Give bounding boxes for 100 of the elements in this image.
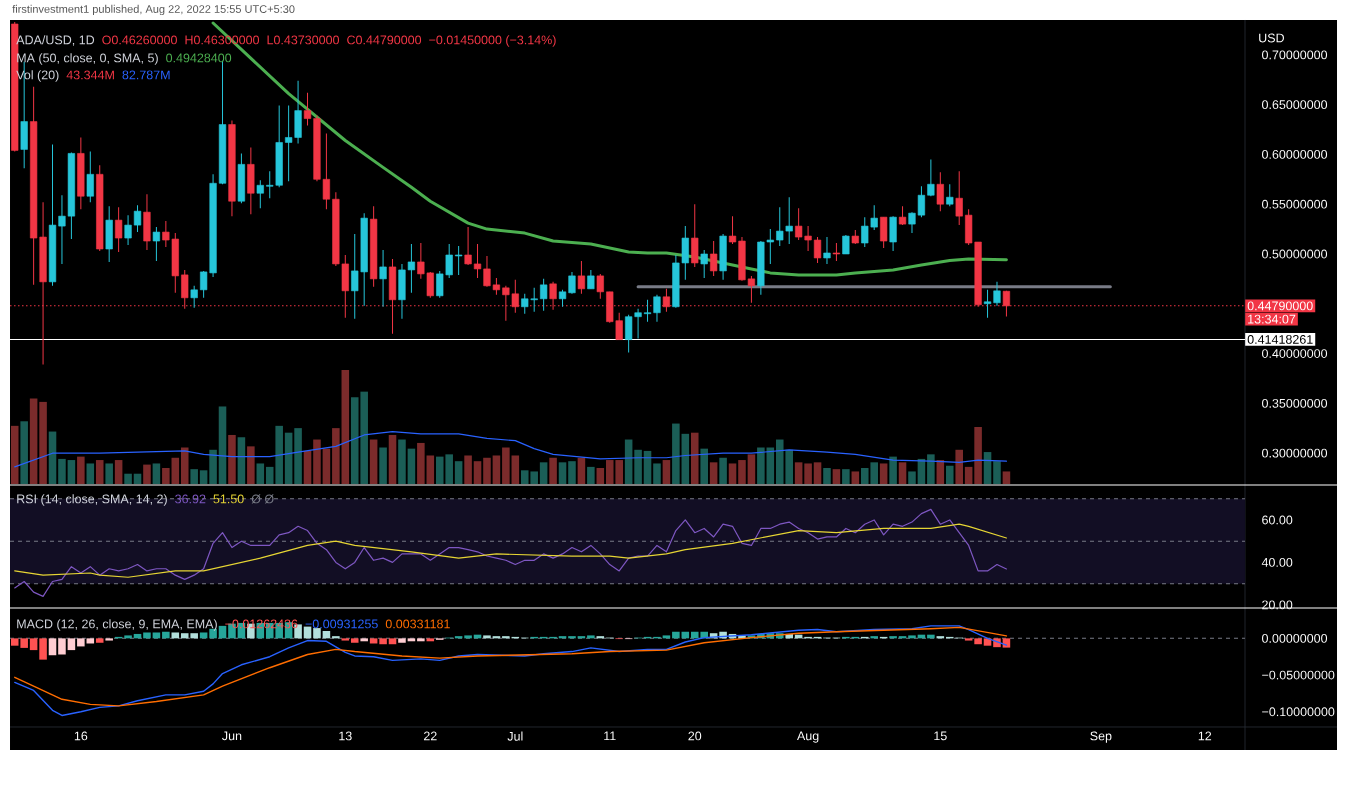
annotation: 0.00331181 <box>385 619 450 629</box>
bar <box>67 460 76 484</box>
bar <box>568 636 576 639</box>
bar <box>634 449 642 484</box>
bar <box>407 448 416 484</box>
bar <box>662 635 671 639</box>
annotation: 36.92 <box>175 494 206 504</box>
bar <box>162 468 170 484</box>
bar <box>143 632 151 639</box>
bar <box>360 638 368 642</box>
bar <box>133 473 142 484</box>
candlestick <box>549 281 557 311</box>
y-tick-label: 0.70000000 <box>1262 50 1328 60</box>
y-tick-label: 60.00 <box>1262 515 1293 525</box>
ref-line-label: 0.41418261 <box>1247 335 1313 344</box>
bar <box>426 638 435 642</box>
x-tick-label: 12 <box>1198 731 1212 741</box>
bar <box>426 455 435 484</box>
bar <box>29 398 38 484</box>
y-tick-label: −0.05000000 <box>1262 670 1335 680</box>
bar <box>350 638 359 643</box>
bar <box>889 456 897 484</box>
bar <box>983 452 992 484</box>
bar <box>568 461 576 484</box>
bar <box>473 461 482 484</box>
bar <box>369 439 378 484</box>
bar <box>417 442 425 484</box>
bar <box>95 460 104 484</box>
candlestick <box>946 183 954 207</box>
candlestick <box>464 226 472 266</box>
candlestick <box>190 285 198 309</box>
x-tick-label: 22 <box>423 731 437 741</box>
bar <box>171 632 180 639</box>
bar <box>313 628 321 639</box>
bar <box>332 636 340 639</box>
bar <box>190 469 198 484</box>
bar <box>67 638 76 651</box>
bar <box>152 463 161 484</box>
y-tick-label: 20.00 <box>1262 600 1293 610</box>
bar <box>889 636 897 639</box>
y-tick-label: 0.65000000 <box>1262 100 1328 110</box>
y-tick-label: 0.50000000 <box>1262 249 1328 259</box>
bar <box>974 638 982 645</box>
y-tick-label: 40.00 <box>1261 557 1293 567</box>
x-tick-label: Jun <box>222 731 242 741</box>
candlestick <box>115 206 123 253</box>
annotation: L0.43730000 <box>267 35 340 45</box>
bar <box>369 638 378 644</box>
ref-line-label: 0.44790000 <box>1247 301 1313 311</box>
y-tick-label: 0.55000000 <box>1262 199 1328 209</box>
candlestick <box>927 158 935 197</box>
bar <box>643 450 652 484</box>
bar <box>228 434 236 484</box>
bar <box>180 447 189 484</box>
bar <box>794 462 803 484</box>
bar <box>690 432 699 484</box>
bar <box>48 638 57 656</box>
bar <box>398 638 406 643</box>
candlestick <box>842 234 850 255</box>
bar <box>388 434 397 484</box>
candlestick <box>823 236 831 265</box>
bar <box>10 425 19 484</box>
bar <box>313 439 321 484</box>
bar <box>237 437 246 484</box>
bar <box>502 447 510 484</box>
bar <box>143 464 151 484</box>
bar <box>209 449 217 484</box>
annotation: −0.00931255 <box>305 619 378 629</box>
bar <box>114 460 123 484</box>
y-tick-label: −0.10000000 <box>1262 707 1335 717</box>
annotation: Ø Ø <box>251 494 274 504</box>
bar <box>247 446 255 484</box>
x-tick-label: Sep <box>1090 731 1112 743</box>
bar <box>927 454 935 484</box>
annotation: RSI (14, close, SMA, 14, 2) <box>17 494 167 506</box>
bar <box>483 457 491 484</box>
bar <box>511 455 520 484</box>
y-axis-title: USD <box>1259 33 1284 43</box>
bar <box>823 468 831 484</box>
bar <box>77 638 85 647</box>
bar <box>303 450 312 484</box>
candlestick <box>813 236 822 264</box>
bar <box>908 471 916 484</box>
bar <box>662 460 671 484</box>
candlestick <box>653 294 661 323</box>
bar <box>199 632 208 639</box>
bar <box>974 426 982 484</box>
bar <box>558 462 567 484</box>
y-tick-label: 0.40000000 <box>1262 349 1328 358</box>
bar <box>322 448 331 484</box>
candlestick <box>473 243 482 279</box>
bar <box>39 401 47 484</box>
bar <box>577 457 586 484</box>
bar <box>171 457 180 484</box>
candlestick <box>124 214 132 246</box>
candlestick <box>983 289 992 319</box>
bar <box>596 468 605 484</box>
bar <box>653 463 661 484</box>
bar <box>39 638 47 660</box>
bar <box>672 631 680 639</box>
